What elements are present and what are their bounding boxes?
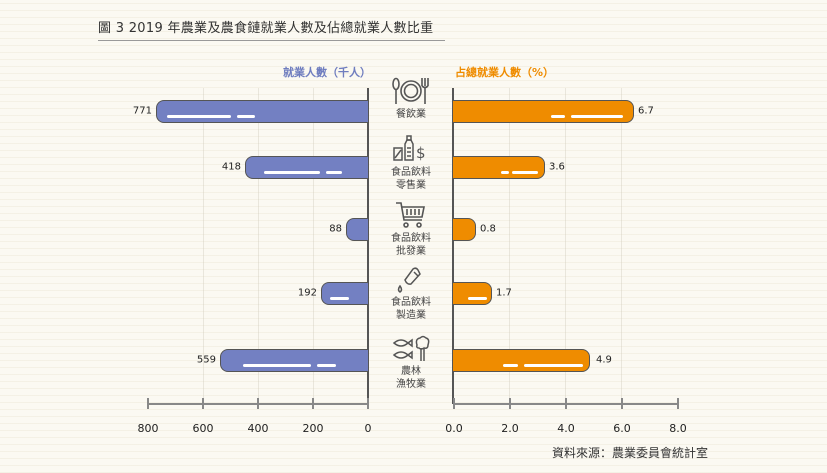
right-tick-label: 6.0 (613, 422, 631, 435)
tick (453, 398, 455, 409)
employment-value: 418 (221, 161, 241, 173)
bar-highlight (551, 115, 565, 118)
category-wholesale: 食品飲料 批發業 (376, 200, 446, 258)
employment-bar-agriculture (220, 349, 368, 372)
share-bar-retail (453, 156, 545, 179)
right-tick-label: 4.0 (557, 422, 575, 435)
dining-icon (392, 77, 429, 104)
category-agriculture: 農林 漁牧業 (376, 335, 446, 391)
right-tick-label: 8.0 (669, 422, 687, 435)
share-bar-agriculture (453, 349, 590, 372)
employment-bar-manufacturing (321, 282, 368, 305)
tick (367, 398, 369, 409)
left-x-axis (148, 403, 369, 405)
manufacturing-icon (397, 267, 421, 293)
data-source: 資料來源：農業委員會統計室 (552, 446, 709, 460)
employment-bar-dining (156, 100, 368, 123)
tick (565, 398, 567, 409)
cart-icon (396, 202, 425, 228)
category-dining: 餐飲業 (376, 76, 446, 121)
bar-highlight (503, 364, 518, 367)
svg-text:$: $ (416, 144, 426, 162)
tick (202, 398, 204, 409)
category-label: 餐飲業 (396, 109, 426, 120)
bar-highlight (237, 115, 255, 118)
gridline (509, 88, 510, 398)
category-label: 食品飲料 零售業 (391, 167, 431, 191)
employment-bar-wholesale (346, 218, 368, 241)
fish-tree-icon (392, 335, 430, 361)
bar-highlight (330, 297, 349, 300)
left-axis-zero-line (367, 88, 369, 404)
bar-highlight (524, 364, 583, 367)
share-value: 4.9 (596, 354, 612, 366)
employment-value: 771 (132, 105, 152, 117)
tick (147, 398, 149, 409)
category-label: 食品飲料 批發業 (391, 233, 431, 257)
retail-icon: $ (393, 135, 426, 162)
bar-highlight (317, 364, 336, 367)
category-label: 農林 漁牧業 (396, 366, 426, 390)
bar-highlight (326, 171, 342, 174)
right-tick-label: 2.0 (501, 422, 519, 435)
share-bar-wholesale (453, 218, 476, 241)
bar-highlight (501, 171, 509, 174)
share-value: 1.7 (496, 287, 512, 299)
bar-highlight (468, 297, 487, 300)
left-tick-label: 0 (364, 422, 372, 435)
tick (509, 398, 511, 409)
bar-highlight (264, 171, 320, 174)
left-tick-label: 400 (247, 422, 269, 435)
left-tick-label: 800 (137, 422, 159, 435)
share-bar-manufacturing (453, 282, 492, 305)
employment-value: 192 (297, 287, 317, 299)
tick (621, 398, 623, 409)
gridline (565, 88, 566, 398)
bar-highlight (167, 115, 231, 118)
right-tick-label: 0.0 (445, 422, 463, 435)
right-axis-zero-line (452, 88, 454, 404)
employment-value: 88 (329, 223, 342, 235)
tick (677, 398, 679, 409)
title-divider (98, 40, 445, 41)
gridline (621, 88, 622, 398)
employment-bar-retail (245, 156, 368, 179)
gridline (313, 88, 314, 398)
employment-value: 559 (196, 354, 216, 366)
category-retail: $ 食品飲料 零售業 (376, 134, 446, 192)
bar-highlight (571, 115, 623, 118)
bar-highlight (512, 171, 538, 174)
chart-title: 圖 3 2019 年農業及農食鏈就業人數及佔總就業人數比重 (98, 21, 434, 36)
bar-highlight (243, 364, 311, 367)
left-tick-label: 600 (192, 422, 214, 435)
share-value: 3.6 (549, 161, 565, 173)
category-label: 食品飲料 製造業 (391, 297, 431, 321)
category-manufacturing: 食品飲料 製造業 (376, 266, 446, 322)
tick (312, 398, 314, 409)
tick (257, 398, 259, 409)
gridline (258, 88, 259, 398)
left-tick-label: 200 (302, 422, 324, 435)
share-value: 6.7 (638, 105, 654, 117)
legend-employment: 就業人數（千人） (283, 66, 371, 79)
legend-share: 占總就業人數（%） (455, 66, 555, 79)
share-bar-dining (453, 100, 634, 123)
gridline (203, 88, 204, 398)
share-value: 0.8 (480, 223, 496, 235)
